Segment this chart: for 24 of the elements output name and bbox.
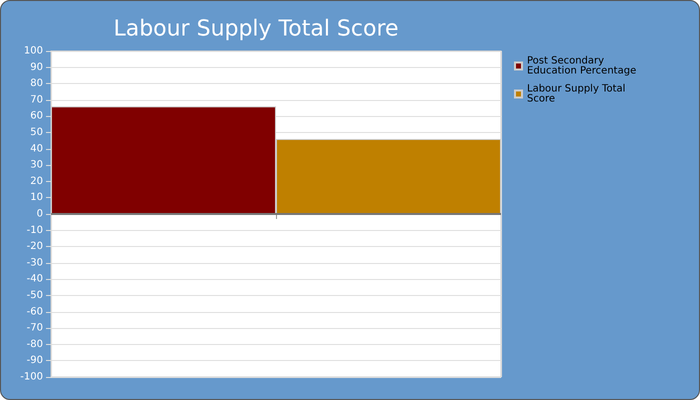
y-tick-label: -100 [20,372,43,382]
y-tick-label: 40 [30,143,43,154]
y-tick-label: 20 [30,176,43,187]
y-tick-label: -60 [26,306,43,318]
chart-title: Labour Supply Total Score [113,16,399,42]
y-tick-label: -30 [26,257,43,268]
y-tick-label: -70 [26,322,43,334]
y-tick-label: 30 [30,160,43,171]
y-tick-label: 50 [30,127,43,138]
y-tick-label: -10 [26,224,43,236]
y-tick-label: 90 [30,62,43,73]
y-tick-label: -50 [26,290,43,301]
y-tick-label: 60 [30,110,43,122]
legend-label: Post Secondary Education Percentage [527,56,636,76]
y-tick-label: 70 [30,94,43,106]
y-tick-label: -20 [26,241,43,252]
y-tick-label: -80 [26,338,43,350]
y-tick-label: -90 [26,355,43,366]
y-tick-label: 0 [36,208,43,220]
y-tick-label: 100 [24,46,43,56]
legend-label: Labour Supply Total Score [527,84,629,104]
y-tick-label: -40 [26,274,43,285]
y-tick-label: 10 [30,192,43,204]
y-tick-label: 80 [30,78,43,90]
